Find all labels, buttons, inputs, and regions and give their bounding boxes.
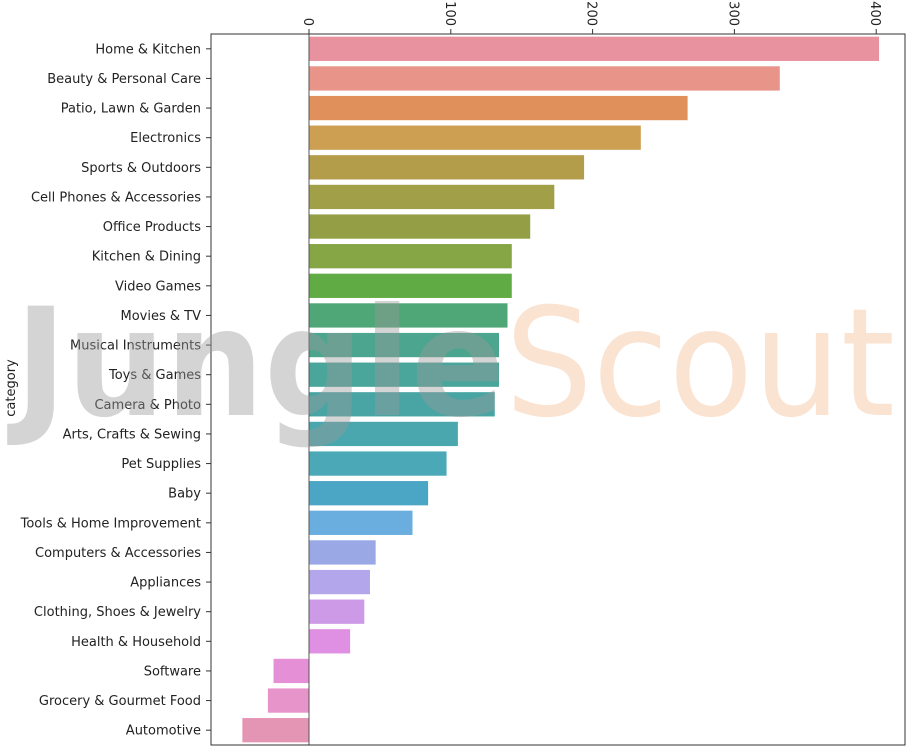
y-tick-label: Baby bbox=[168, 487, 201, 502]
bar bbox=[309, 599, 365, 624]
y-tick-label: Home & Kitchen bbox=[95, 42, 201, 57]
watermark-scout: Scout bbox=[505, 277, 895, 451]
x-tick-label: 300 bbox=[725, 1, 740, 26]
y-ticks-group: Home & Kitchen Beauty & Personal Care Pati… bbox=[20, 42, 211, 739]
y-tick-label: Pet Supplies bbox=[121, 457, 201, 472]
bar bbox=[267, 688, 309, 713]
y-tick-label: Software bbox=[144, 664, 201, 679]
bar bbox=[309, 36, 880, 61]
bar bbox=[309, 155, 585, 180]
y-tick-label: Tools & Home Improvement bbox=[20, 516, 201, 531]
bar bbox=[309, 184, 555, 210]
y-tick-label: Patio, Lawn & Garden bbox=[61, 102, 201, 117]
y-tick-label: Electronics bbox=[130, 131, 201, 146]
bar bbox=[309, 540, 376, 565]
y-tick-label: Arts, Crafts & Sewing bbox=[63, 427, 201, 442]
y-tick-label: Camera & Photo bbox=[94, 398, 201, 413]
y-tick-label: Office Products bbox=[103, 220, 201, 235]
bar bbox=[309, 125, 641, 150]
y-tick-label: Musical Instruments bbox=[70, 339, 201, 354]
x-tick-label: 0 bbox=[300, 18, 315, 26]
y-tick-label: Beauty & Personal Care bbox=[47, 72, 201, 87]
y-tick-label: Clothing, Shoes & Jewelry bbox=[34, 605, 201, 620]
y-tick-label: Health & Household bbox=[71, 635, 201, 650]
watermark-logo: Jungle Scout bbox=[7, 277, 895, 451]
plot-frame bbox=[210, 33, 906, 746]
bar bbox=[309, 421, 458, 447]
bar bbox=[309, 95, 688, 121]
bar bbox=[309, 214, 531, 239]
bar bbox=[273, 658, 309, 684]
y-tick-label: Appliances bbox=[130, 576, 201, 591]
x-tick-label: 100 bbox=[442, 1, 457, 26]
bar bbox=[309, 362, 500, 387]
bar bbox=[242, 718, 309, 743]
x-tick-label: 200 bbox=[584, 1, 599, 26]
bar bbox=[309, 569, 370, 595]
bars-group bbox=[242, 36, 880, 743]
bar bbox=[309, 66, 780, 91]
y-tick-label: Computers & Accessories bbox=[35, 546, 201, 561]
y-tick-label: Toys & Games bbox=[108, 368, 201, 383]
bar bbox=[309, 481, 429, 506]
y-tick-label: Grocery & Gourmet Food bbox=[39, 694, 201, 709]
bar bbox=[309, 303, 508, 328]
y-axis-label: category bbox=[4, 359, 19, 417]
bar bbox=[309, 510, 413, 535]
y-tick-label: Cell Phones & Accessories bbox=[31, 190, 201, 205]
bar bbox=[309, 273, 512, 298]
watermark-jungle: Jungle bbox=[7, 277, 505, 451]
bar bbox=[309, 451, 447, 476]
bar bbox=[309, 332, 500, 358]
y-tick-label: Kitchen & Dining bbox=[92, 250, 201, 265]
x-ticks-group: 0 100 200 300 400 bbox=[300, 1, 882, 34]
x-tick-label: 400 bbox=[867, 1, 882, 26]
y-tick-label: Sports & Outdoors bbox=[81, 161, 201, 176]
y-tick-label: Movies & TV bbox=[121, 309, 202, 324]
y-tick-label: Automotive bbox=[126, 724, 201, 739]
bar bbox=[309, 392, 495, 417]
bar bbox=[309, 629, 351, 654]
bar bbox=[309, 244, 512, 269]
y-tick-label: Video Games bbox=[115, 279, 201, 294]
